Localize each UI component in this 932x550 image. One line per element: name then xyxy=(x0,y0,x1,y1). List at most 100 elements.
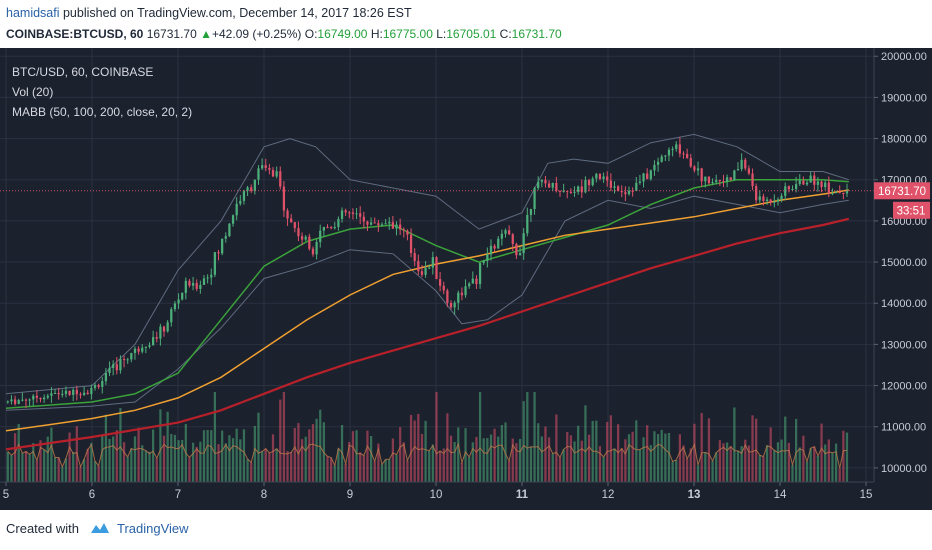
price-tick-label: 13000.00 xyxy=(881,339,927,351)
candle-body xyxy=(616,186,620,192)
candle-body xyxy=(555,182,558,191)
price-chart[interactable]: 10000.00 11000.00 12000.00 13000.00 14000.00… xyxy=(0,48,932,510)
candle-body xyxy=(399,224,402,230)
candle-body xyxy=(417,260,420,272)
volume-bar xyxy=(206,430,209,482)
volume-bar xyxy=(373,461,376,482)
author-link[interactable]: hamidsafi xyxy=(6,6,60,20)
candle-body xyxy=(508,230,511,235)
volume-bar xyxy=(53,457,57,482)
volume-bar xyxy=(228,435,231,482)
chart-area[interactable]: 10000.00 11000.00 12000.00 13000.00 14000.00… xyxy=(0,48,932,510)
volume-bar xyxy=(217,444,220,482)
candle-body xyxy=(72,389,75,395)
volume-bar xyxy=(155,458,158,482)
volume-bar xyxy=(667,432,671,482)
volume-bar xyxy=(809,448,812,482)
volume-ma-line xyxy=(7,442,848,469)
volume-bar xyxy=(635,420,638,482)
candle-body xyxy=(526,214,529,234)
volume-bar xyxy=(671,461,674,482)
candle-body xyxy=(53,393,57,395)
volume-bar xyxy=(402,442,405,482)
candle-body xyxy=(602,176,605,180)
candle-body xyxy=(537,181,540,189)
volume-bar xyxy=(471,442,474,482)
volume-bar xyxy=(250,462,253,482)
candle-body xyxy=(333,226,336,229)
volume-bar xyxy=(718,440,721,482)
candle-body xyxy=(112,364,115,369)
volume-bar xyxy=(413,420,416,482)
price-tick-label: 20000.00 xyxy=(881,51,927,63)
candle-body xyxy=(635,182,638,191)
candle-body xyxy=(493,245,496,249)
candle-body xyxy=(431,257,434,268)
volume-bar xyxy=(529,446,533,482)
volume-bar xyxy=(319,409,322,482)
high-value: 16775.00 xyxy=(382,27,433,41)
candle-body xyxy=(348,212,351,214)
candle-body xyxy=(809,175,812,183)
volume-bar xyxy=(813,446,816,482)
candle-body xyxy=(751,173,754,187)
volume-bar xyxy=(264,448,267,482)
tradingview-brand-link[interactable]: TradingView xyxy=(116,520,189,536)
candle-body xyxy=(729,177,732,181)
candle-body xyxy=(133,348,137,354)
volume-bar xyxy=(787,442,790,482)
candle-body xyxy=(580,186,583,193)
candle-body xyxy=(547,183,551,188)
candle-body xyxy=(700,168,703,182)
candle-body xyxy=(268,168,271,170)
volume-bar xyxy=(311,424,315,482)
volume-bar xyxy=(460,462,464,482)
volume-bar xyxy=(780,439,783,482)
candle-body xyxy=(468,283,471,287)
volume-bar xyxy=(369,435,373,482)
volume-bar xyxy=(24,450,28,482)
volume-bar xyxy=(842,430,845,482)
volume-bar xyxy=(569,435,573,482)
candle-body xyxy=(409,234,413,253)
volume-bar xyxy=(653,431,656,482)
volume-bar xyxy=(794,418,798,482)
time-tick-label: 9 xyxy=(347,489,353,501)
volume-bar xyxy=(551,453,554,482)
volume-bar xyxy=(729,446,732,482)
candle-body xyxy=(293,222,296,229)
candle-body xyxy=(351,212,355,214)
candle-body xyxy=(213,252,217,275)
volume-bar xyxy=(170,433,173,482)
volume-bar xyxy=(457,427,460,482)
volume-bar xyxy=(39,440,42,482)
price-tick-label: 16000.00 xyxy=(881,216,927,228)
price-badge-text: 16731.70 xyxy=(878,186,926,198)
volume-bar xyxy=(537,423,540,482)
last-price: 16731.70 xyxy=(146,27,197,41)
close-label: C: xyxy=(499,27,512,41)
candle-body xyxy=(86,392,89,395)
candle-body xyxy=(250,187,253,191)
volume-bar xyxy=(660,429,663,482)
candle-body xyxy=(558,190,562,192)
candle-body xyxy=(725,177,729,183)
candle-body xyxy=(805,182,809,185)
volume-bar xyxy=(805,461,809,482)
tradingview-cloud-icon[interactable] xyxy=(85,520,111,536)
volume-bar xyxy=(199,441,202,482)
candle-body xyxy=(260,165,264,169)
price-tick-label: 15000.00 xyxy=(881,257,927,269)
candle-body xyxy=(126,359,129,361)
volume-bar xyxy=(409,414,413,482)
volume-bar xyxy=(348,442,351,482)
candle-body xyxy=(311,248,315,255)
candle-body xyxy=(82,392,86,395)
candle-body xyxy=(769,199,772,203)
candle-body xyxy=(460,292,464,296)
candle-body xyxy=(315,242,318,255)
volume-bar xyxy=(722,443,725,482)
candle-body xyxy=(609,180,612,188)
volume-bar xyxy=(602,456,605,482)
candle-body xyxy=(660,156,663,162)
